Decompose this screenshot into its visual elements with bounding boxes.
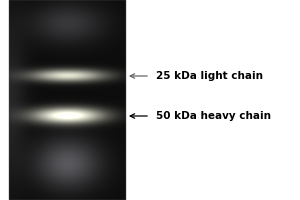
Text: 25 kDa light chain: 25 kDa light chain: [156, 71, 263, 81]
Bar: [9, 0, 126, 200]
Text: 50 kDa heavy chain: 50 kDa heavy chain: [156, 111, 271, 121]
